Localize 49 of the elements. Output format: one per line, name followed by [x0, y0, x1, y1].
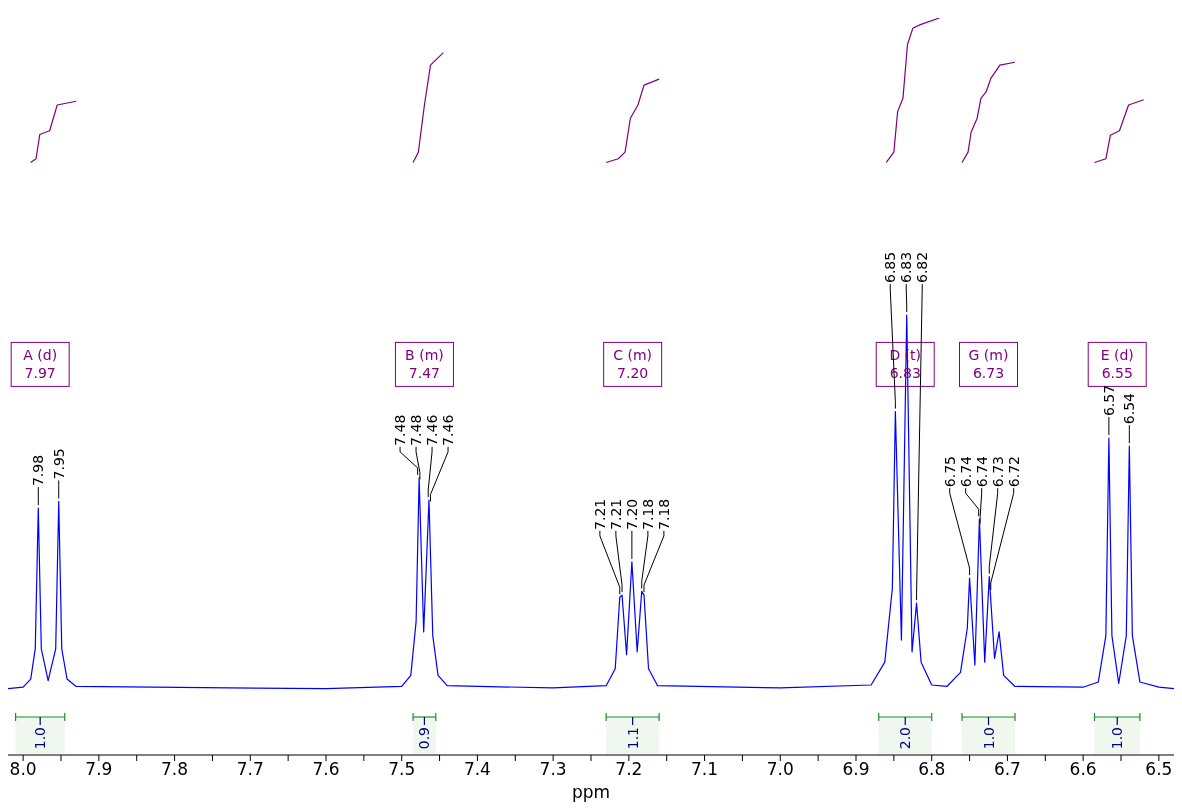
x-tick-label: 7.9	[85, 759, 113, 780]
x-tick-label: 7.6	[312, 759, 340, 780]
annotation: 6.57	[1100, 384, 1117, 417]
annotation: 6.82	[914, 251, 931, 284]
x-tick-label: 7.7	[236, 759, 264, 780]
x-tick-label: 7.1	[691, 759, 719, 780]
x-tick-label: 6.7	[993, 759, 1021, 780]
annotation: 7.98	[30, 454, 47, 487]
band-label: 1.0	[1109, 727, 1126, 750]
x-tick-label: 6.8	[918, 759, 946, 780]
band-label: 1.1	[624, 727, 641, 750]
annotation: E (d) 6.55	[1100, 347, 1134, 382]
x-tick-label: 7.0	[766, 759, 794, 780]
annotation: 6.74	[957, 455, 974, 488]
annotation: 7.46	[424, 414, 441, 446]
x-tick-label: 8.0	[9, 759, 37, 780]
annotation: A (d) 7.97	[23, 347, 58, 382]
annotation: C (m) 7.20	[613, 347, 653, 382]
band-label: 1.0	[32, 727, 49, 750]
x-tick-label: 7.4	[463, 759, 491, 780]
annotation: 6.74	[973, 455, 990, 488]
annotation: 6.85	[882, 251, 899, 284]
annotation: 7.21	[591, 498, 608, 530]
annotation: 6.72	[1005, 455, 1022, 488]
annotation: 7.48	[408, 414, 425, 446]
band-label: 2.0	[897, 727, 914, 750]
x-tick-label: 7.5	[388, 759, 416, 780]
x-tick-label: 7.3	[539, 759, 567, 780]
annotation: 7.18	[655, 498, 672, 530]
annotation: G (m) 6.73	[968, 347, 1009, 382]
x-tick-label: 6.9	[842, 759, 870, 780]
x-axis-title: ppm	[571, 782, 611, 802]
annotation: 6.73	[989, 455, 1006, 488]
annotation: 6.83	[898, 251, 915, 284]
annotation: 7.18	[639, 498, 656, 530]
annotation: 6.54	[1121, 392, 1138, 425]
annotation: 7.48	[392, 414, 409, 446]
x-tick-label: 7.8	[161, 759, 189, 780]
annotation: 7.46	[440, 414, 457, 446]
band-label: 0.9	[416, 727, 433, 750]
annotation: 6.75	[941, 455, 958, 488]
annotation: 7.20	[623, 498, 640, 530]
x-tick-label: 6.5	[1145, 759, 1173, 780]
annotation: 7.21	[607, 498, 624, 530]
annotation: 7.95	[50, 448, 67, 480]
annotation: B (m) 7.47	[405, 347, 444, 382]
band-label: 1.0	[980, 727, 997, 750]
x-tick-label: 7.2	[615, 759, 643, 780]
x-tick-label: 6.6	[1069, 759, 1097, 780]
